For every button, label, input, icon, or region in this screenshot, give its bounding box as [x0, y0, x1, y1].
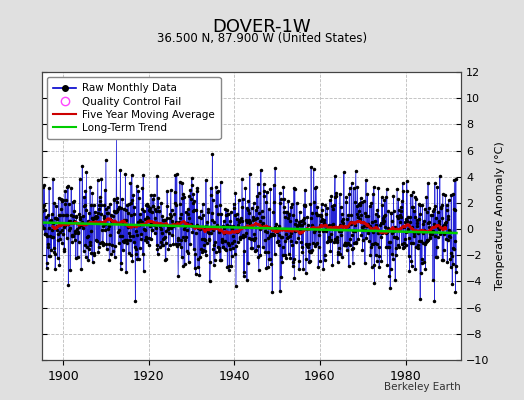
Legend: Raw Monthly Data, Quality Control Fail, Five Year Moving Average, Long-Term Tren: Raw Monthly Data, Quality Control Fail, … — [47, 77, 221, 139]
Text: Berkeley Earth: Berkeley Earth — [385, 382, 461, 392]
Text: DOVER-1W: DOVER-1W — [213, 18, 311, 36]
Text: 36.500 N, 87.900 W (United States): 36.500 N, 87.900 W (United States) — [157, 32, 367, 45]
Y-axis label: Temperature Anomaly (°C): Temperature Anomaly (°C) — [495, 142, 505, 290]
